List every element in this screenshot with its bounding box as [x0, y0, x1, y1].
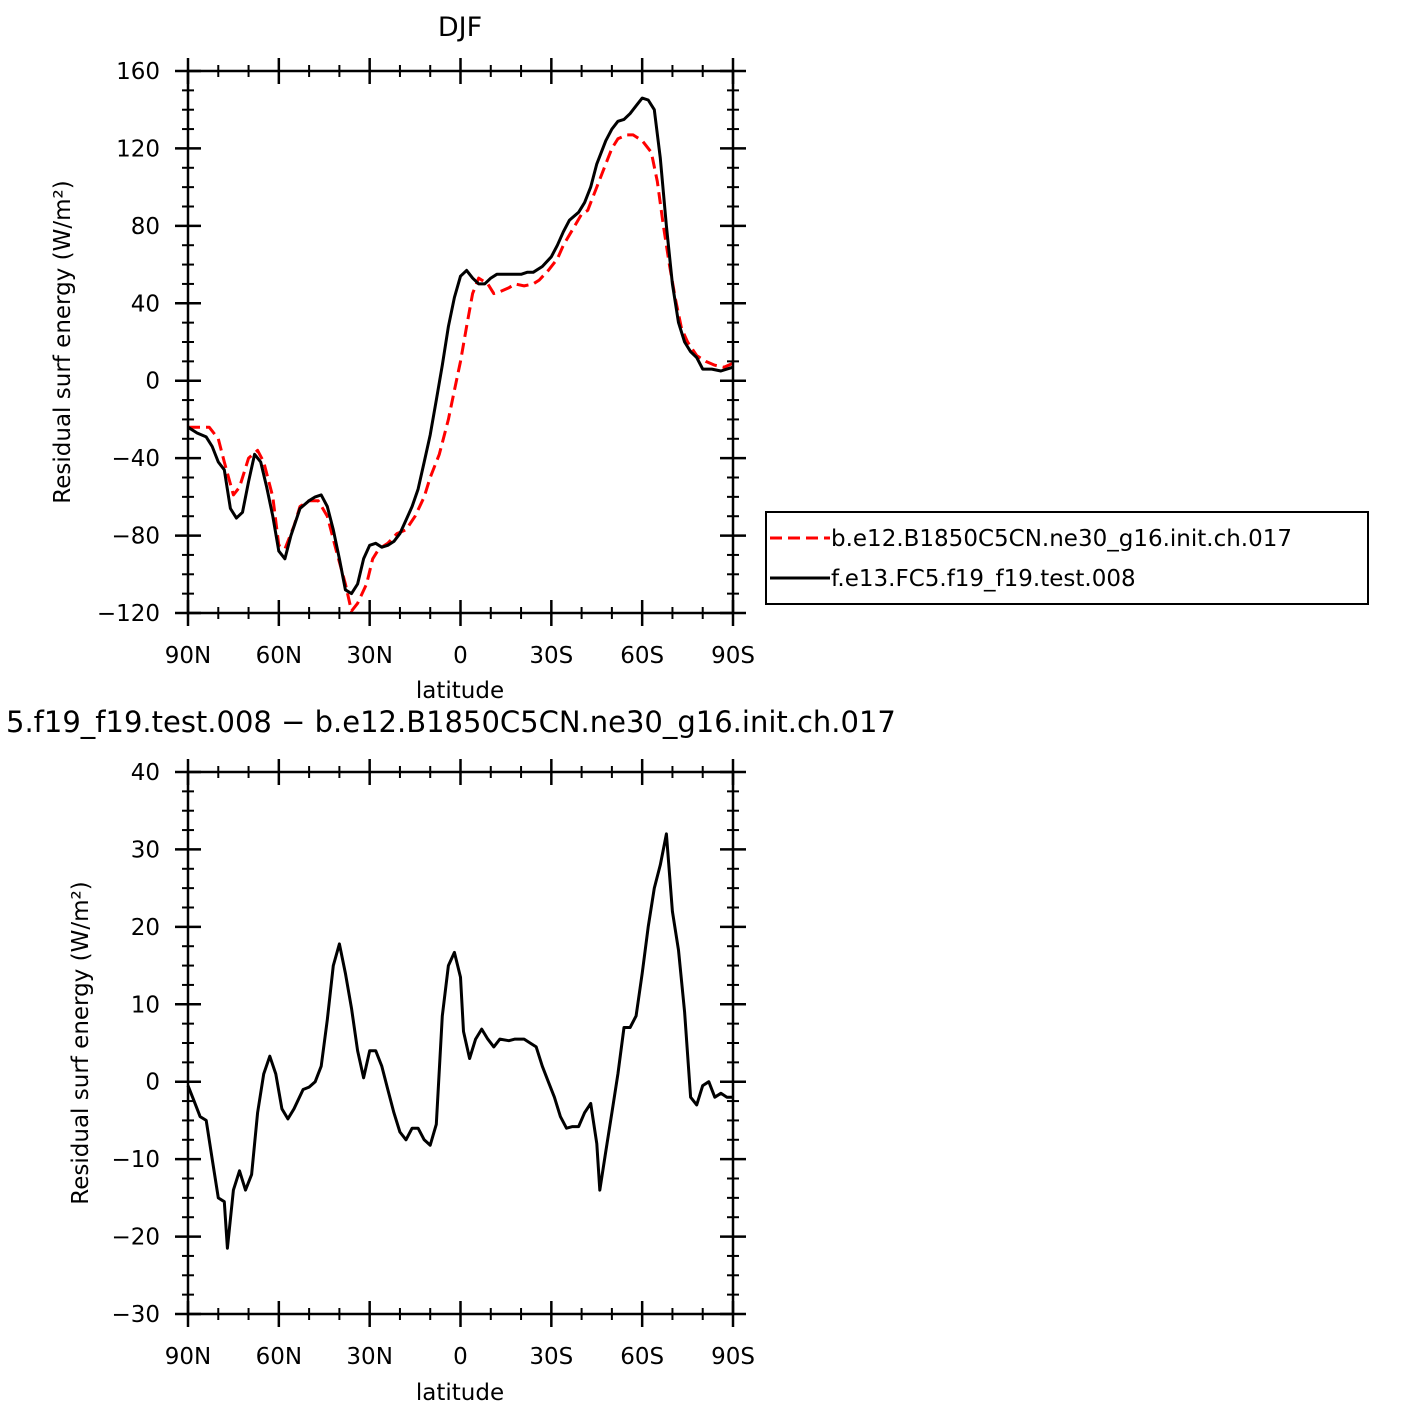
y-tick-label: 160	[116, 59, 160, 85]
x-tick-label: 30N	[346, 643, 392, 669]
legend-label-series-1: f.e13.FC5.f19_f19.test.008	[831, 566, 1136, 592]
series-line-0	[188, 133, 734, 613]
panel-bottom: 5.f19_f19.test.008 − b.e12.B1850C5CN.ne3…	[6, 705, 896, 1406]
y-tick-label: 0	[145, 369, 160, 395]
plot-frame	[186, 770, 735, 1316]
x-tick-label: 60S	[620, 643, 664, 669]
x-tick-label: 0	[453, 1344, 468, 1370]
y-tick-label: −30	[111, 1302, 160, 1328]
y-tick-label: 20	[131, 915, 160, 941]
x-tick-label: 0	[453, 643, 468, 669]
series-line-0	[186, 832, 733, 1250]
x-tick-label: 90N	[165, 1344, 211, 1370]
legend-box	[765, 511, 1369, 605]
y-tick-label: 40	[131, 760, 160, 786]
plot-frame	[186, 69, 735, 615]
y-tick-label: 30	[131, 837, 160, 863]
x-tick-label: 30N	[346, 1344, 392, 1370]
chart-title: DJF	[438, 12, 482, 43]
y-tick-label: 120	[116, 136, 160, 162]
y-tick-label: 80	[131, 214, 160, 240]
x-axis-label: latitude	[416, 678, 504, 704]
x-tick-label: 90N	[165, 643, 211, 669]
y-tick-label: −40	[111, 446, 160, 472]
x-tick-label: 60N	[256, 1344, 302, 1370]
x-tick-label: 60S	[620, 1344, 664, 1370]
y-tick-label: −80	[111, 524, 160, 550]
x-axis-label: latitude	[416, 1380, 504, 1406]
x-tick-label: 90S	[711, 1344, 755, 1370]
y-tick-label: −10	[111, 1147, 160, 1173]
y-tick-label: 40	[131, 291, 160, 317]
y-axis-label: Residual surf energy (W/m²)	[68, 881, 94, 1204]
y-tick-label: −20	[111, 1225, 160, 1251]
x-tick-label: 90S	[711, 643, 755, 669]
y-tick-label: −120	[97, 601, 160, 627]
y-tick-label: 10	[131, 992, 160, 1018]
series-line-1	[187, 96, 734, 596]
panel-top: DJF Residual surf energy (W/m²) latitude…	[50, 12, 1369, 704]
x-tick-label: 60N	[256, 643, 302, 669]
legend-label-series-0: b.e12.B1850C5CN.ne30_g16.init.ch.017	[831, 526, 1292, 552]
y-axis-label: Residual surf energy (W/m²)	[50, 180, 76, 503]
legend: b.e12.B1850C5CN.ne30_g16.init.ch.017 f.e…	[765, 511, 1369, 605]
chart-title: 5.f19_f19.test.008 − b.e12.B1850C5CN.ne3…	[6, 705, 896, 739]
x-tick-label: 30S	[529, 643, 573, 669]
x-tick-label: 30S	[529, 1344, 573, 1370]
y-tick-label: 0	[145, 1070, 160, 1096]
